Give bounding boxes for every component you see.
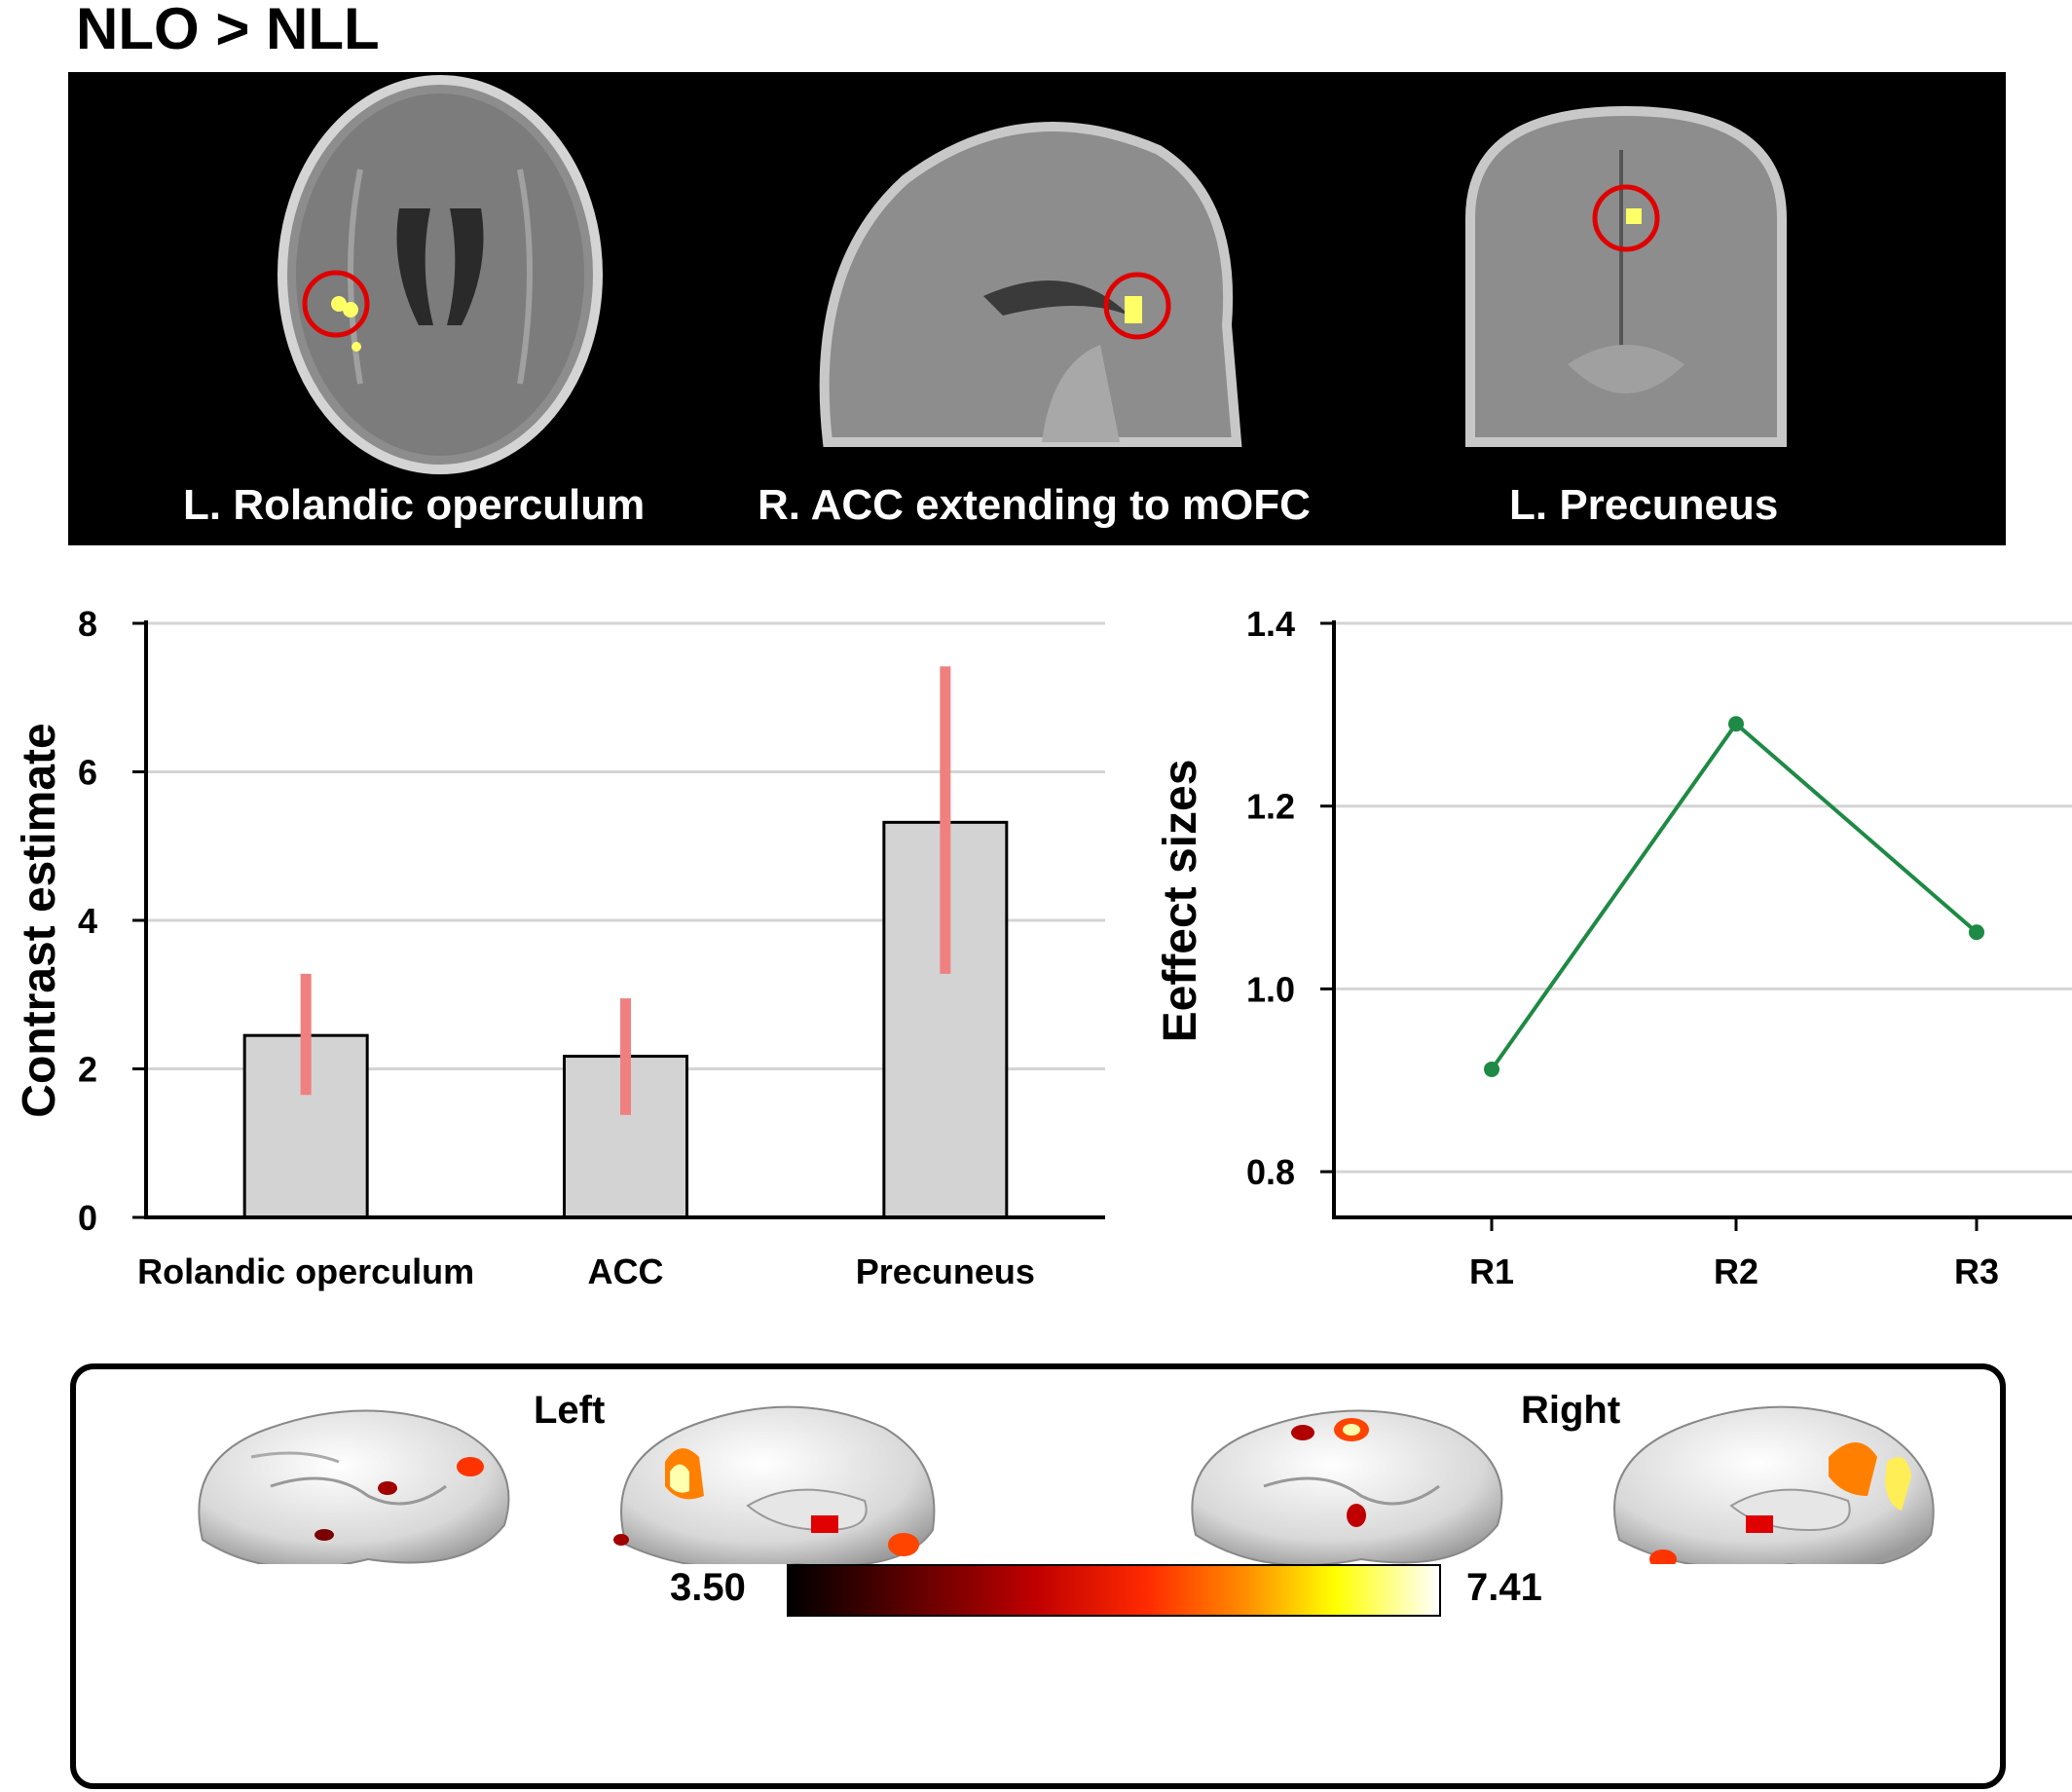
brain-surface-panel: Left Right [70, 1363, 2006, 1789]
line-x-tick-label: R2 [1714, 1251, 1758, 1291]
bar-chart: 0 2 4 6 8 Rolandic operculum ACC Precuneus Contr… [14, 604, 1105, 1291]
axial-slice-image [278, 75, 603, 474]
line-x-tick-label: R3 [1954, 1251, 1999, 1291]
effect-size-point [1969, 924, 1984, 941]
mri-images [278, 75, 1787, 474]
brain-surface-images [198, 1405, 1935, 1564]
bar-category-label: Rolandic operculum [137, 1251, 474, 1291]
bar-y-tick-label: 0 [78, 1198, 97, 1238]
mri-caption-rolandic: L. Rolandic operculum [183, 481, 646, 529]
right-lateral-brain-image [1191, 1409, 1503, 1564]
coronal-slice-image [1465, 105, 1787, 447]
effect-size-point [1728, 716, 1744, 732]
right-medial-brain-image [1613, 1405, 1935, 1564]
left-medial-brain-image [613, 1405, 936, 1564]
effect-size-line [1490, 721, 1979, 1071]
line-y-tick-label: 1.0 [1246, 969, 1295, 1009]
colorbar-min-label: 3.50 [670, 1566, 746, 1609]
bar-category-label: ACC [588, 1251, 664, 1291]
mri-caption-acc: R. ACC extending to mOFC [758, 481, 1311, 529]
bar-y-tick-label: 8 [78, 604, 97, 644]
line-chart: 0.8 1.0 1.2 1.4 R1 R2 R3 Eeffect sizes [1155, 604, 2072, 1291]
right-hemisphere-label: Right [1521, 1389, 1621, 1432]
bar-y-tick-label: 2 [78, 1050, 97, 1090]
effect-size-point [1484, 1061, 1499, 1077]
mri-panel: L. Rolandic operculum R. ACC extending t… [68, 72, 2006, 545]
line-x-tick-label: R1 [1469, 1251, 1514, 1291]
figure-title: NLO > NLL [76, 0, 380, 61]
bar-category-label: Precuneus [856, 1251, 1035, 1291]
bar-y-tick-label: 6 [78, 753, 97, 793]
colorbar-max-label: 7.41 [1466, 1566, 1542, 1609]
sagittal-slice-image [819, 122, 1242, 447]
mri-caption-precuneus: L. Precuneus [1509, 481, 1779, 529]
left-lateral-brain-image [198, 1409, 510, 1564]
bar-y-axis-title: Contrast estimate [14, 723, 65, 1117]
colorbar [787, 1564, 1441, 1617]
line-y-axis-title: Eeffect sizes [1155, 760, 1206, 1043]
line-y-tick-label: 1.2 [1246, 787, 1295, 827]
bar-y-tick-label: 4 [78, 901, 97, 941]
line-y-tick-label: 0.8 [1246, 1152, 1295, 1192]
line-y-tick-label: 1.4 [1246, 604, 1295, 644]
left-hemisphere-label: Left [534, 1389, 606, 1432]
